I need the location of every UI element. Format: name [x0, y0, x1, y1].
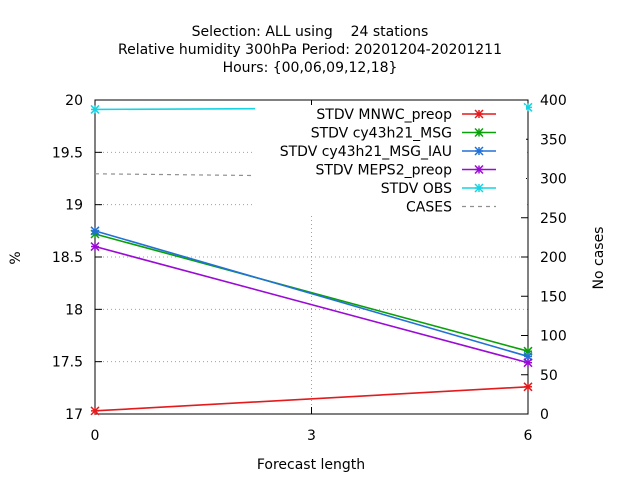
- axes: 1717.51818.51919.52005010015020025030035…: [52, 93, 567, 444]
- y-tick-label: 18.5: [52, 250, 83, 266]
- y2-tick-label: 350: [540, 132, 567, 148]
- chart-title-line-2: Relative humidity 300hPa Period: 2020120…: [118, 42, 502, 58]
- legend-swatch-marker: [474, 146, 484, 156]
- series-point: [90, 242, 100, 252]
- legend-label: CASES: [406, 200, 452, 216]
- series-point: [90, 406, 100, 416]
- y-tick-label: 19.5: [52, 145, 83, 161]
- y2-tick-label: 50: [540, 368, 558, 384]
- legend-label: STDV MNWC_preop: [316, 107, 452, 123]
- y2-tick-label: 200: [540, 250, 567, 266]
- series-point: [90, 226, 100, 236]
- legend-swatch-marker: [474, 183, 484, 193]
- series-line-0: [94, 385, 529, 412]
- y2-tick-label: 300: [540, 172, 567, 188]
- y-tick-label: 19: [65, 198, 83, 214]
- y-tick-label: 20: [65, 93, 83, 109]
- chart-title: Selection: ALL using 24 stations Relativ…: [118, 24, 502, 76]
- legend-swatch-marker: [474, 127, 484, 138]
- legend-swatch-marker: [474, 164, 484, 175]
- x-tick-label: 6: [524, 428, 533, 444]
- legend-bg: [255, 105, 526, 124]
- series-line-2: [94, 230, 529, 358]
- series-line-1: [94, 233, 529, 352]
- legend-label: STDV cy43h21_MSG: [311, 126, 452, 142]
- series-point: [523, 358, 533, 368]
- legend-bg: [255, 142, 526, 161]
- legend-swatch-marker: [474, 109, 484, 119]
- legend-bg: [255, 179, 526, 198]
- legend-bg: [255, 160, 526, 179]
- legend-label: STDV OBS: [381, 181, 452, 197]
- series-point: [523, 382, 533, 392]
- y2-axis-label: No cases: [591, 227, 607, 290]
- y-tick-label: 18: [65, 302, 83, 318]
- y2-tick-label: 150: [540, 289, 567, 305]
- y-axis-label: %: [8, 251, 24, 264]
- chart-title-line-1: Selection: ALL using 24 stations: [192, 24, 429, 40]
- y2-tick-label: 400: [540, 93, 567, 109]
- chart-title-line-3: Hours: {00,06,09,12,18}: [223, 60, 398, 76]
- series-line-3: [94, 245, 529, 364]
- legend: STDV MNWC_preop STDV cy43h21_MSG STDV cy43…: [255, 105, 526, 216]
- legend-bg: [255, 197, 526, 216]
- legend-bg: [255, 123, 526, 142]
- legend-label: STDV MEPS2_preop: [315, 163, 452, 179]
- y2-tick-label: 100: [540, 329, 567, 345]
- y-tick-label: 17: [65, 407, 83, 423]
- y2-tick-label: 250: [540, 211, 567, 227]
- x-axis-label: Forecast length: [257, 457, 365, 473]
- y-tick-label: 17.5: [52, 355, 83, 371]
- x-tick-label: 3: [307, 428, 316, 444]
- y2-tick-label: 0: [540, 407, 549, 423]
- legend-label: STDV cy43h21_MSG_IAU: [280, 144, 452, 160]
- x-tick-label: 0: [91, 428, 100, 444]
- series-point: [90, 104, 100, 114]
